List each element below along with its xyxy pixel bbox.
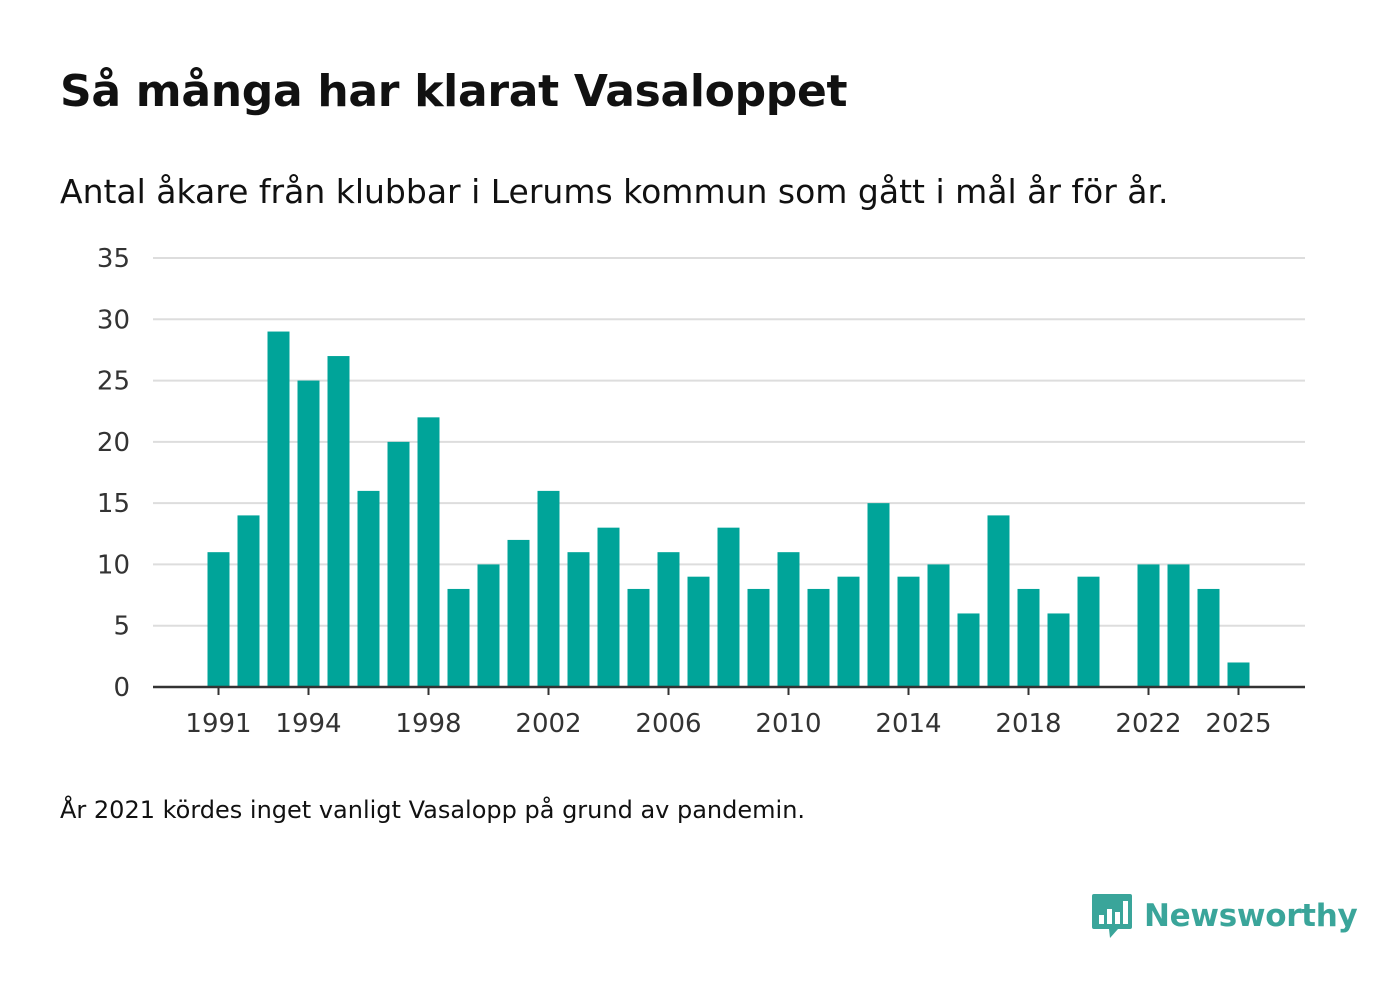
y-tick-label-15: 15 [97,489,130,519]
bar-2024 [1197,588,1220,687]
y-tick-labels: 0 5 10 15 20 25 30 35 [97,244,130,703]
bar-2010 [777,552,800,687]
chart-title: Så många har klarat Vasaloppet [60,66,848,117]
bar-1996 [357,490,380,687]
bars [207,331,1250,687]
x-tick-label-2014: 2014 [875,709,941,739]
bar-2023 [1167,564,1190,687]
y-tick-label-10: 10 [97,550,130,580]
bar-1997 [387,441,410,687]
bar-2006 [657,552,680,687]
bar-2017 [987,515,1010,687]
bar-2011 [807,588,830,687]
bar-2020 [1077,576,1100,687]
y-tick-label-5: 5 [113,612,130,642]
y-tick-label-30: 30 [97,305,130,335]
footnote: År 2021 kördes inget vanligt Vasalopp på… [60,796,806,824]
bar-2014 [897,576,920,687]
bar-2022 [1137,564,1160,687]
bar-2004 [597,527,620,687]
bar-2005 [627,588,650,687]
bar-2009 [747,588,770,687]
bar-2025 [1227,662,1250,687]
y-tick-label-35: 35 [97,244,130,274]
brand-name: Newsworthy [1144,898,1358,934]
bar-1993 [267,331,290,687]
y-tick-label-0: 0 [113,673,130,703]
bar-1991 [207,552,230,687]
bar-1995 [327,356,350,687]
x-tick-labels: 1991 1994 1998 2002 2006 2010 2014 2018 2022 2025 [185,709,1271,739]
x-axis [153,685,1305,695]
x-tick-label-1998: 1998 [395,709,461,739]
x-tick-label-1994: 1994 [275,709,341,739]
newsworthy-logo: Newsworthy [1090,890,1358,942]
x-tick-label-2018: 2018 [995,709,1061,739]
bar-2001 [507,539,530,687]
bar-2012 [837,576,860,687]
x-tick-label-2025: 2025 [1205,709,1271,739]
y-tick-label-25: 25 [97,367,130,397]
bar-2007 [687,576,710,687]
chart-area: 0 5 10 15 20 25 30 35 1991 1994 1998 2002 2006 2010 2… [0,230,1400,760]
chart-subtitle: Antal åkare från klubbar i Lerums kommun… [60,172,1169,211]
bar-1998 [417,417,440,687]
bar-2002 [537,490,560,687]
x-tick-label-2006: 2006 [635,709,701,739]
bar-1999 [447,588,470,687]
bar-2015 [927,564,950,687]
bar-2019 [1047,613,1070,687]
bar-2003 [567,552,590,687]
x-tick-label-2010: 2010 [755,709,821,739]
x-tick-label-2002: 2002 [515,709,581,739]
bar-2013 [867,503,890,687]
bar-2018 [1017,588,1040,687]
x-tick-label-1991: 1991 [185,709,251,739]
bar-2008 [717,527,740,687]
bar-1994 [297,380,320,687]
x-tick-label-2022: 2022 [1115,709,1181,739]
bar-1992 [237,515,260,687]
y-tick-label-20: 20 [97,428,130,458]
bar-2016 [957,613,980,687]
newsworthy-chat-chart-icon [1092,894,1132,938]
bar-2000 [477,564,500,687]
